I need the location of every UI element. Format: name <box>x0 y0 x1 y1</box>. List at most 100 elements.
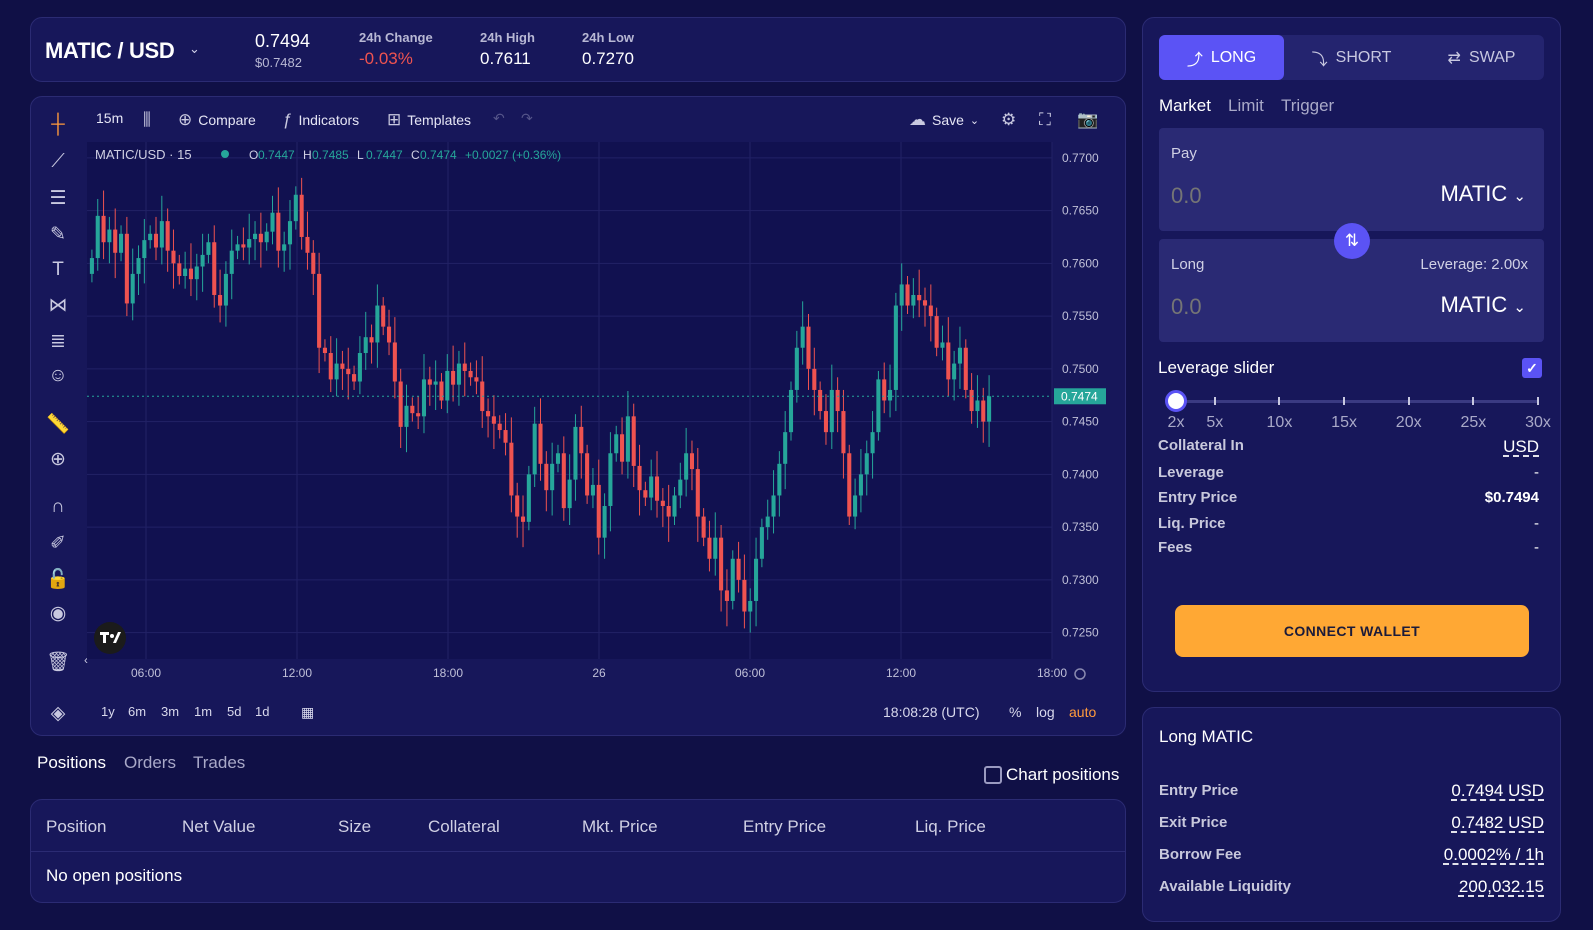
text-icon[interactable]: T <box>52 259 64 280</box>
leverage-text: Leverage: 2.00x <box>1420 256 1528 273</box>
undo-button[interactable]: ↶ <box>493 110 505 127</box>
tab-short[interactable]: ⤵ SHORT <box>1284 35 1419 80</box>
candle-type-button[interactable]: ⫼ <box>143 110 151 130</box>
slider-mark-label[interactable]: 25x <box>1460 414 1487 431</box>
interval-button[interactable]: 15m <box>96 110 123 126</box>
detail-row: Collateral In USD <box>1158 437 1539 456</box>
trade-type-tabs: ⤴ LONG ⤵ SHORT ⇄ SWAP <box>1159 35 1544 80</box>
lock-icon[interactable]: 🔓 <box>46 569 70 590</box>
swap-direction-button[interactable]: ⇅ <box>1334 223 1370 259</box>
candle-body <box>649 476 654 498</box>
drawing-toolbar: ┼ ⟋ ☰ ✎ T ⋈ ≣ ☺ 📏 ⊕ ∩ ✐ 🔓 ◉ 🗑 ‹ <box>31 97 88 692</box>
slider-mark-label[interactable]: 2x <box>1167 414 1185 431</box>
collateral-select[interactable]: USD <box>1503 437 1539 456</box>
function-icon: ƒ <box>283 110 293 129</box>
y-tick-label: 0.7250 <box>1062 626 1099 640</box>
candle-body <box>305 236 310 253</box>
crosshair-icon[interactable]: ┼ <box>51 114 65 135</box>
ruler-icon[interactable]: 📏 <box>46 414 70 435</box>
pay-amount-input[interactable] <box>1171 183 1351 209</box>
tab-positions[interactable]: Positions <box>37 753 106 772</box>
slider-mark-label[interactable]: 30x <box>1525 414 1551 431</box>
pair-selector[interactable]: MATIC / USD <box>45 38 175 63</box>
date-range-button[interactable]: ▦ <box>301 704 314 721</box>
trash-icon[interactable]: 🗑 <box>45 652 71 673</box>
brush-icon[interactable]: ✎ <box>50 223 66 245</box>
slider-mark-label[interactable]: 10x <box>1266 414 1293 431</box>
long-amount-input[interactable] <box>1171 294 1351 320</box>
candle-body <box>526 474 531 522</box>
emoji-icon[interactable]: ☺ <box>48 365 68 386</box>
info-value[interactable]: 200,032.15 <box>1458 877 1544 896</box>
slider-mark-label[interactable]: 15x <box>1331 414 1357 431</box>
range-button-1m[interactable]: 1m <box>194 704 213 719</box>
candle-body <box>544 463 549 491</box>
candle-body <box>800 326 805 348</box>
templates-button[interactable]: ⊞ Templates <box>387 110 471 130</box>
scale-settings-icon <box>1074 668 1086 680</box>
slider-mark-label[interactable]: 5x <box>1206 414 1224 431</box>
fullscreen-button[interactable]: ⛶ <box>1039 110 1051 130</box>
horizontal-lines-icon[interactable]: ☰ <box>49 187 67 209</box>
calendar-icon: ▦ <box>301 704 315 720</box>
magnet-icon[interactable]: ∩ <box>51 496 65 517</box>
stat-value: -0.03% <box>359 49 413 68</box>
info-value[interactable]: 0.7494 USD <box>1451 781 1544 800</box>
layers-icon[interactable]: ◈ <box>50 702 66 724</box>
range-button-3m[interactable]: 3m <box>161 704 180 719</box>
candlestick-chart[interactable]: 0.7700 0.7650 0.7600 0.7550 0.7500 0.7450 0.74… <box>87 142 1126 689</box>
long-token-select[interactable]: MATIC ⌄ <box>1440 292 1526 318</box>
range-button-1y[interactable]: 1y <box>101 704 115 719</box>
tab-long-label: LONG <box>1210 48 1257 66</box>
candle-body <box>113 229 118 253</box>
range-button-1d[interactable]: 1d <box>255 704 270 719</box>
candle-body <box>520 516 526 522</box>
chevron-down-icon[interactable]: ⌄ <box>189 41 200 56</box>
pattern-icon[interactable]: ⋈ <box>48 294 68 316</box>
compare-button[interactable]: ⊕ Compare <box>178 110 256 130</box>
info-value[interactable]: 0.7482 USD <box>1451 813 1544 832</box>
redo-button[interactable]: ↷ <box>521 110 533 127</box>
leverage-slider-checkbox[interactable]: ✓ <box>1522 358 1542 378</box>
y-tick-label: 0.7450 <box>1062 415 1099 429</box>
lock-drawing-icon[interactable]: ✐ <box>50 532 66 554</box>
chart-positions-checkbox[interactable] <box>984 766 1002 784</box>
eye-icon[interactable]: ◉ <box>49 602 67 624</box>
info-value[interactable]: 0.0002% / 1h <box>1443 845 1544 864</box>
order-type-trigger[interactable]: Trigger <box>1281 96 1335 115</box>
slider-mark-label[interactable]: 20x <box>1395 414 1422 431</box>
candle-body <box>847 453 852 517</box>
fib-icon[interactable]: ≣ <box>50 330 66 352</box>
leverage-slider-handle[interactable] <box>1165 390 1187 412</box>
auto-toggle[interactable]: auto <box>1069 704 1097 720</box>
candle-body <box>888 389 893 401</box>
candle-body <box>940 342 945 348</box>
tab-swap[interactable]: ⇄ SWAP <box>1419 35 1544 80</box>
save-button[interactable]: ☁ Save ⌄ <box>909 110 979 130</box>
tab-long[interactable]: ⤴ LONG <box>1159 35 1284 80</box>
settings-button[interactable]: ⚙ <box>1001 110 1016 130</box>
tab-orders[interactable]: Orders <box>124 753 176 772</box>
pay-token-select[interactable]: MATIC ⌄ <box>1440 181 1526 207</box>
candle-body <box>818 389 823 412</box>
zoom-in-icon[interactable]: ⊕ <box>50 448 66 470</box>
percent-toggle[interactable]: % <box>1009 704 1022 720</box>
range-button-6m[interactable]: 6m <box>128 704 147 719</box>
connect-wallet-button[interactable]: CONNECT WALLET <box>1175 605 1529 657</box>
trend-line-icon[interactable]: ⟋ <box>51 151 65 172</box>
detail-value: - <box>1534 464 1539 481</box>
order-type-market[interactable]: Market <box>1159 96 1211 115</box>
range-button-5d[interactable]: 5d <box>227 704 242 719</box>
collapse-arrow-icon[interactable]: ‹ <box>84 653 88 667</box>
tab-trades[interactable]: Trades <box>193 753 246 772</box>
price-chart[interactable]: 0.7700 0.7650 0.7600 0.7550 0.7500 0.7450 0.74… <box>87 142 1126 689</box>
log-toggle[interactable]: log <box>1036 704 1055 720</box>
leverage-slider-track[interactable] <box>1176 400 1538 403</box>
screenshot-button[interactable]: 📷 <box>1077 110 1098 130</box>
indicators-button[interactable]: ƒ Indicators <box>283 110 359 130</box>
order-type-limit[interactable]: Limit <box>1228 96 1264 115</box>
info-row: Exit Price 0.7482 USD <box>1159 813 1544 832</box>
y-tick-label: 0.7600 <box>1062 256 1099 270</box>
candle-body <box>218 294 223 306</box>
detail-row: Entry Price $0.7494 <box>1158 489 1539 506</box>
